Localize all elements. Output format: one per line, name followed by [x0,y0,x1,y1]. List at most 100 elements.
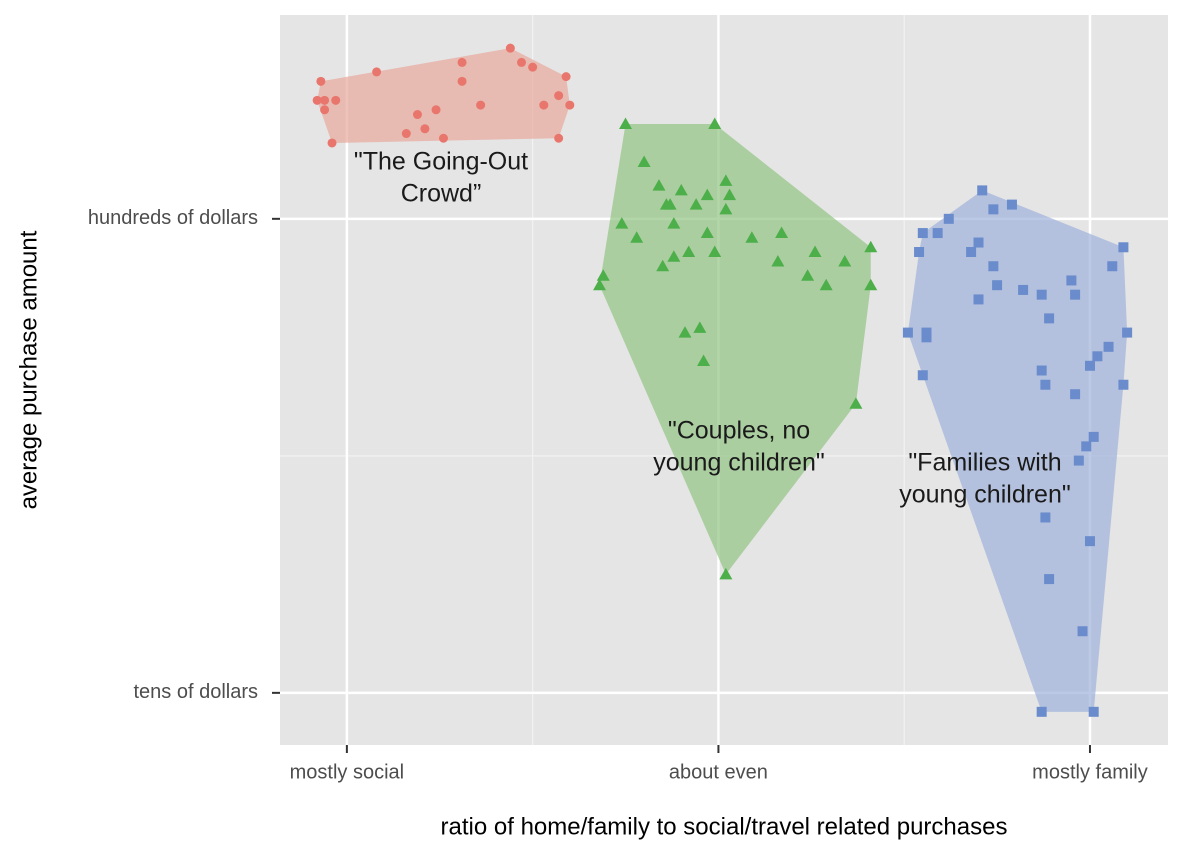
point [902,327,913,338]
point [819,278,833,291]
point [932,228,943,239]
x-axis-title: ratio of home/family to social/travel re… [441,813,1008,840]
point [619,117,633,130]
group-hull [599,124,871,575]
y-axis-title: average purchase amount [15,230,42,509]
point [438,133,448,143]
y-tick-label: tens of dollars [133,681,258,703]
point [921,332,932,343]
point [700,226,714,239]
point [775,226,789,239]
x-tick-label: mostly family [1032,761,1148,783]
point [1070,389,1081,400]
point [1070,289,1081,300]
point [808,245,822,258]
point [630,231,644,243]
point [652,179,666,191]
point [1088,706,1099,717]
point [505,43,515,53]
point [528,62,538,72]
point [1036,289,1047,300]
point [457,76,467,86]
annotation: "Couples, no [668,417,810,445]
point [1092,351,1103,362]
point [988,204,999,215]
point [801,269,815,281]
point [637,155,651,167]
point [1044,313,1055,324]
point [771,254,785,267]
point [554,91,564,101]
point [708,117,722,130]
point [973,237,984,248]
point [327,138,337,148]
point [973,294,984,305]
annotation: young children" [899,481,1070,509]
point [849,397,863,409]
point [977,185,988,196]
y-tick-label: hundreds of dollars [88,207,258,229]
point [700,188,714,201]
annotation: young children" [653,449,824,477]
point [674,183,688,196]
point [708,245,722,258]
point [517,57,527,67]
point [678,326,692,338]
point [401,129,411,139]
annotation: Crowd” [401,180,482,208]
point [593,278,607,291]
point [667,250,681,262]
x-tick-label: about even [669,761,768,783]
point [320,95,330,105]
point [596,269,610,281]
point [838,254,852,267]
point [943,213,954,224]
point [420,124,430,134]
point [476,100,486,110]
point [1118,242,1129,253]
point [723,188,737,201]
point [1040,512,1051,523]
point [1081,441,1092,452]
point [1084,360,1095,371]
point [719,202,733,215]
point [659,198,673,210]
point [316,76,326,86]
point [554,133,564,143]
point [312,95,322,105]
point [372,67,382,77]
point [1036,706,1047,717]
point [917,370,928,381]
point [1006,199,1017,210]
point [1107,261,1118,272]
point [1084,536,1095,547]
annotation: "Families with [908,449,1061,477]
point [457,57,467,67]
point [615,217,629,229]
point [745,231,759,243]
point [561,72,571,82]
point [656,259,670,272]
point [988,261,999,272]
group-hull [907,190,1128,712]
point [689,198,703,210]
point [412,110,422,120]
point [864,278,878,291]
point [1066,275,1077,286]
point [1018,284,1029,295]
point [1103,341,1114,352]
point [697,354,711,367]
point [539,100,549,110]
point [1044,574,1055,585]
point [1088,431,1099,442]
point [966,247,977,258]
point [431,105,441,115]
point [992,280,1003,291]
point [1118,379,1129,390]
point [565,100,575,110]
point [320,105,330,115]
point [682,245,696,258]
x-tick-label: mostly social [290,761,404,783]
point [1122,327,1133,338]
